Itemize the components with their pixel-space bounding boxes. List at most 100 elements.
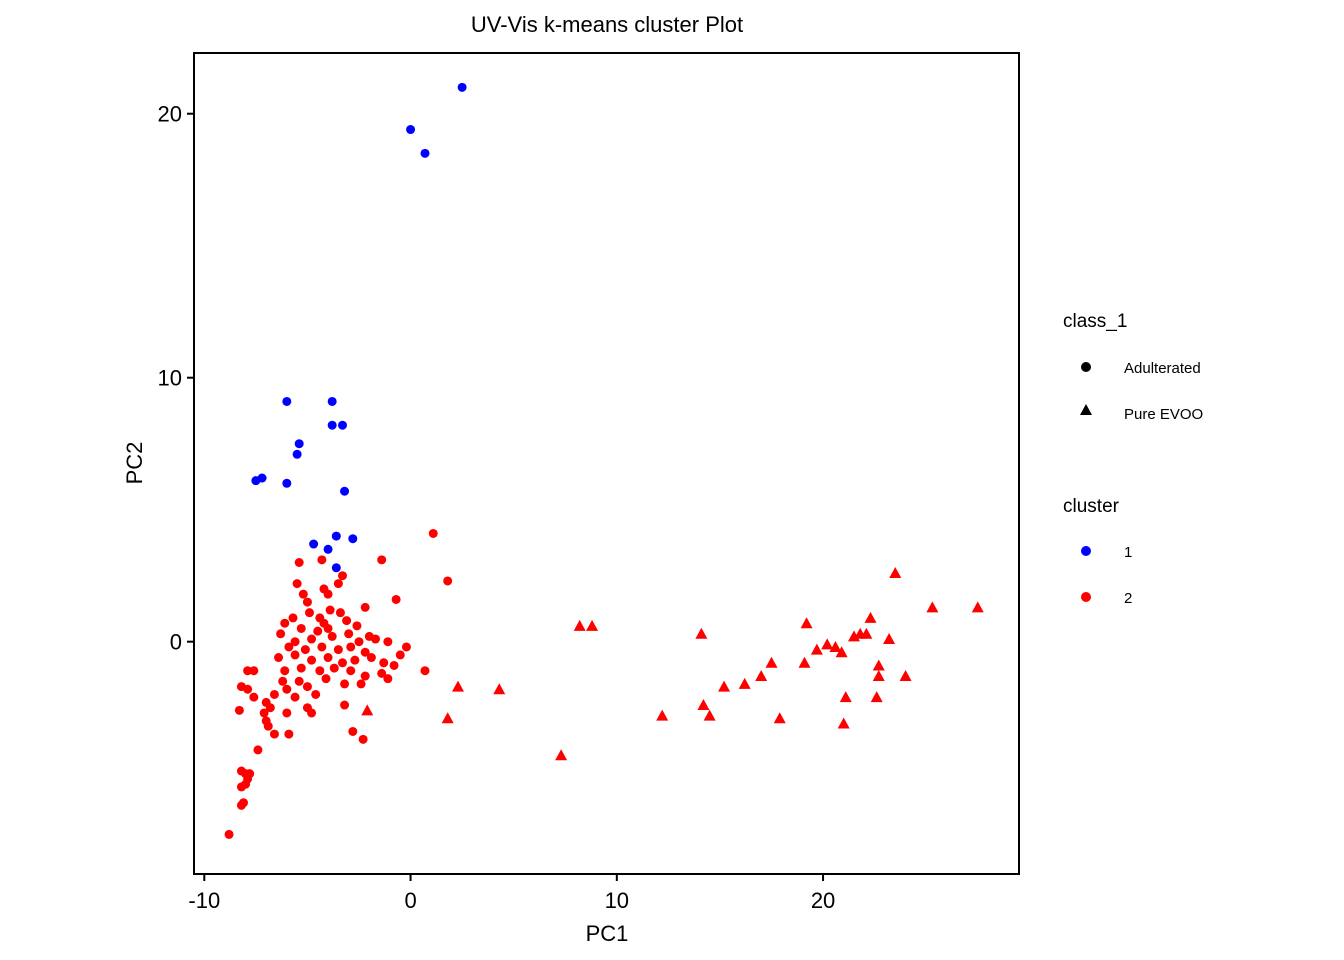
- data-point-circle: [342, 616, 352, 626]
- data-point-circle: [352, 621, 362, 631]
- x-tick-label: 20: [811, 888, 835, 913]
- legend-label-cluster-1: 1: [1124, 544, 1132, 561]
- data-point-triangle: [821, 638, 834, 650]
- data-point-circle: [338, 658, 347, 668]
- x-axis: -10 0 10 20: [188, 874, 835, 913]
- data-point-circle: [282, 708, 292, 718]
- data-point-circle: [383, 637, 393, 647]
- data-point-circle: [282, 684, 292, 694]
- data-point-circle: [317, 642, 327, 652]
- y-tick-label: 0: [170, 630, 182, 655]
- data-point-circle: [249, 692, 259, 702]
- data-point-triangle: [870, 691, 883, 703]
- data-point-circle: [360, 602, 370, 612]
- data-point-circle: [307, 708, 317, 718]
- data-point-circle: [263, 721, 273, 731]
- data-point-circle: [379, 658, 389, 668]
- data-point-triangle: [738, 677, 751, 689]
- data-point-circle: [269, 689, 279, 699]
- data-point-triangle: [883, 633, 896, 645]
- data-point-circle: [243, 666, 253, 676]
- legend-label-pure-evoo: Pure EVOO: [1124, 406, 1203, 423]
- data-point-circle: [340, 486, 350, 496]
- data-point-circle: [321, 674, 331, 684]
- data-point-circle: [284, 729, 294, 739]
- data-point-triangle: [860, 627, 873, 639]
- data-point-circle: [443, 576, 453, 586]
- data-point-circle: [356, 679, 366, 689]
- data-point-triangle: [872, 670, 885, 682]
- y-tick-label: 20: [158, 102, 182, 127]
- data-point-triangle: [361, 704, 374, 716]
- data-point-circle: [383, 674, 393, 684]
- data-point-circle: [338, 420, 347, 430]
- data-point-circle: [288, 613, 298, 623]
- data-point-circle: [282, 396, 292, 406]
- data-point-circle: [331, 563, 341, 573]
- data-points: [224, 82, 984, 839]
- data-point-circle: [317, 555, 327, 565]
- data-point-triangle: [703, 709, 716, 721]
- data-point-triangle: [765, 656, 778, 668]
- data-point-triangle: [695, 627, 708, 639]
- data-point-circle: [280, 666, 290, 676]
- data-point-circle: [395, 650, 405, 660]
- data-point-circle: [302, 597, 312, 607]
- data-point-triangle: [718, 680, 731, 692]
- data-point-circle: [284, 642, 294, 652]
- data-point-triangle: [810, 643, 823, 655]
- data-point-circle: [251, 476, 261, 486]
- data-point-circle: [360, 647, 370, 657]
- data-point-circle: [329, 663, 339, 673]
- data-point-circle: [350, 655, 360, 665]
- data-point-circle: [265, 703, 275, 713]
- data-point-triangle: [971, 601, 984, 613]
- y-tick-label: 10: [158, 366, 182, 391]
- data-point-circle: [360, 671, 370, 681]
- data-point-triangle: [697, 699, 710, 711]
- data-point-circle: [391, 594, 401, 604]
- data-point-circle: [333, 579, 343, 589]
- data-point-circle: [294, 557, 304, 567]
- data-point-circle: [282, 478, 292, 488]
- shape-legend: class_1 Adulterated Pure EVOO: [1063, 311, 1203, 423]
- data-point-circle: [327, 631, 337, 641]
- data-point-circle: [354, 637, 364, 647]
- data-point-circle: [325, 605, 335, 615]
- data-point-circle: [309, 539, 319, 549]
- data-point-circle: [292, 579, 302, 589]
- data-point-triangle: [452, 680, 464, 692]
- y-axis: 0 10 20: [158, 102, 194, 655]
- data-point-triangle: [926, 601, 939, 613]
- data-point-triangle: [864, 611, 877, 623]
- data-point-circle: [294, 676, 304, 686]
- color-legend-title: cluster: [1063, 496, 1120, 517]
- data-point-triangle: [656, 709, 669, 721]
- data-point-triangle: [555, 749, 568, 761]
- data-point-circle: [294, 439, 304, 449]
- color-legend: cluster 1 2: [1063, 496, 1132, 607]
- data-point-circle: [420, 666, 430, 676]
- data-point-circle: [313, 626, 323, 636]
- legend-key-cluster-2: [1081, 592, 1091, 602]
- data-point-circle: [335, 608, 345, 618]
- x-tick-label: 10: [605, 888, 629, 913]
- data-point-triangle: [899, 670, 912, 682]
- data-point-circle: [348, 534, 358, 544]
- data-point-circle: [389, 660, 399, 670]
- data-point-circle: [315, 666, 325, 676]
- data-point-circle: [327, 396, 337, 406]
- data-point-circle: [323, 589, 333, 599]
- data-point-circle: [296, 663, 306, 673]
- data-point-circle: [234, 705, 244, 715]
- legend-key-pure-evoo-triangle: [1080, 404, 1092, 415]
- data-point-triangle: [441, 712, 454, 724]
- data-point-circle: [346, 642, 356, 652]
- data-point-triangle: [872, 659, 885, 671]
- data-point-triangle: [493, 683, 506, 695]
- plot-panel: [193, 52, 1020, 875]
- data-point-circle: [253, 745, 263, 755]
- data-point-triangle: [586, 619, 599, 631]
- data-point-circle: [290, 692, 300, 702]
- data-point-circle: [377, 555, 387, 565]
